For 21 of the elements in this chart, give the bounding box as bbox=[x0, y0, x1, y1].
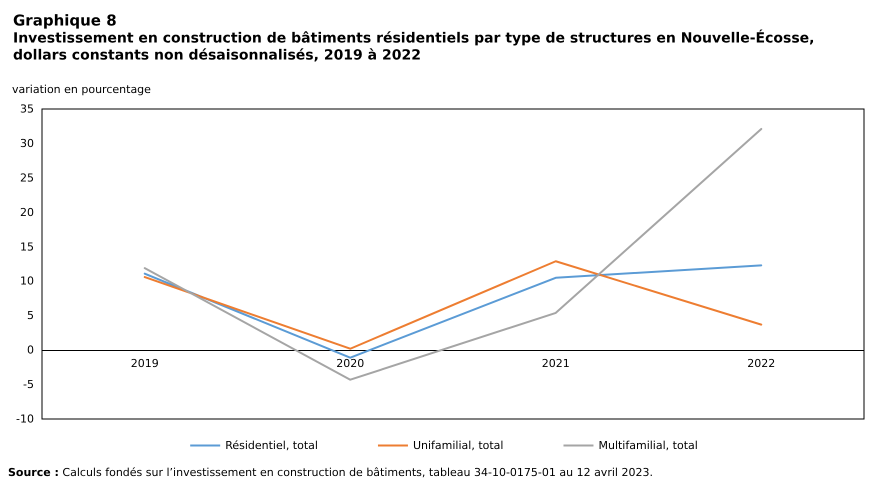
x-tick-label: 2019 bbox=[130, 357, 159, 370]
y-tick-label: -10 bbox=[16, 412, 34, 426]
y-tick-label: 15 bbox=[20, 240, 34, 254]
x-tick-label: 2022 bbox=[747, 357, 776, 370]
legend-label: Unifamilial, total bbox=[412, 439, 504, 452]
y-tick-label: 30 bbox=[20, 136, 34, 150]
chart-subtitle: Investissement en construction de bâtiments résidentiels par type de structures en Nouvelle-Écosse, dollars constants non désaisonnalisés, 2019 à 2022 bbox=[13, 30, 814, 64]
source-note: Source : Calculs fondés sur l’investissement en construction de bâtiments, tableau 34-10-0175-01 au 12 avril 2023. bbox=[8, 466, 653, 479]
x-tick-label: 2021 bbox=[542, 357, 570, 370]
y-tick-label: 0 bbox=[27, 344, 34, 357]
x-tick-label: 2020 bbox=[336, 357, 364, 370]
y-tick-label: 20 bbox=[20, 206, 34, 219]
chart-title: Graphique 8 bbox=[13, 12, 117, 30]
legend-label: Résidentiel, total bbox=[225, 439, 318, 452]
y-tick-label: 5 bbox=[27, 309, 34, 322]
y-tick-label: 35 bbox=[20, 102, 34, 116]
legend-label: Multifamilial, total bbox=[598, 439, 698, 452]
y-axis-title: variation en pourcentage bbox=[12, 83, 152, 96]
y-tick-label: -5 bbox=[23, 378, 34, 392]
y-tick-label: 25 bbox=[20, 171, 34, 184]
y-tick-label: 10 bbox=[20, 274, 34, 288]
